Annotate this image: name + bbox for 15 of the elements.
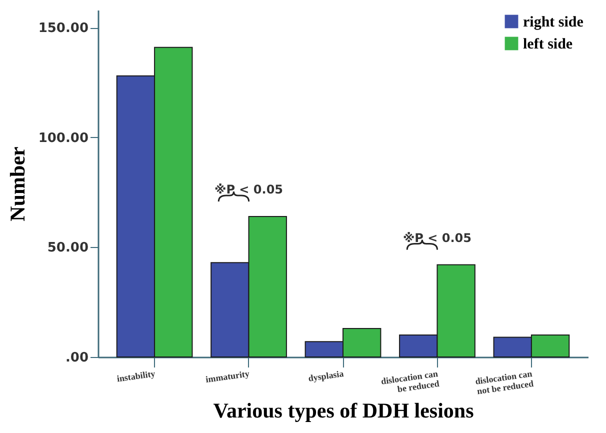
annotation: ※P < 0.05 [402,230,472,245]
annotation: ※P < 0.05 [214,182,284,196]
x-tick-label: immaturity [205,368,251,385]
y-tick-label: .00 [65,350,88,366]
x-tick-label: dislocation can be reduced [380,368,440,394]
y-tick-label: 50.00 [47,240,88,256]
y-tick-label: 150.00 [38,21,88,36]
x-tick-label: instability [116,368,156,384]
y-axis-title: Number [5,146,30,222]
x-axis-title: Various types of DDH lesions [213,398,474,422]
y-tick-label: 100.00 [38,130,88,146]
legend-label: left side [523,36,573,52]
legend-label: right side [523,14,584,30]
x-tick-label: dysplasia [308,368,345,384]
x-tick-label: dislocation can not be reduced [474,368,534,396]
